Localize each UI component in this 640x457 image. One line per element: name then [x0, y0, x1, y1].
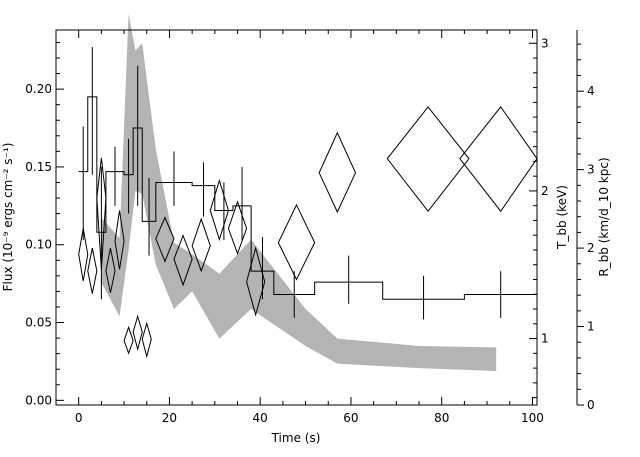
radius-diamond-14: [277, 203, 316, 281]
x-axis-label: Time (s): [271, 431, 321, 445]
radius-diamond-10: [191, 217, 211, 273]
radius-diamond-16: [386, 106, 470, 213]
y-left-tick-label-1: 0.05: [25, 316, 52, 330]
x-tick-label-1: 20: [162, 411, 177, 425]
y-radius-tick-label-0: 0: [587, 398, 595, 412]
radius-diamond-8: [155, 216, 175, 263]
y-radius-tick-label-2: 2: [587, 241, 595, 255]
radius-diamond-2: [96, 157, 107, 270]
y-temp-tick-label-2: 3: [541, 36, 549, 50]
x-tick-label-4: 80: [434, 411, 449, 425]
y-radius-tick-label-3: 3: [587, 163, 595, 177]
temperature-band: [101, 13, 497, 372]
radius-diamond-13: [246, 246, 266, 317]
x-tick-label-2: 40: [253, 411, 268, 425]
flux-histogram-layer: [78, 47, 537, 320]
radius-diamond-layer: [78, 106, 538, 359]
temperature-band-layer: [101, 13, 497, 372]
y-temp-tick-label-0: 1: [541, 332, 549, 346]
y-left-tick-label-0: 0.00: [25, 393, 52, 407]
y-left-tick-label-3: 0.15: [25, 160, 52, 174]
y-axis-label-right-outer: R_bb (km/d_10 kpc): [597, 157, 611, 276]
plot-frame: [55, 29, 538, 406]
flux-histogram-line: [78, 96, 537, 300]
x-tick-label-3: 60: [343, 411, 358, 425]
y-left-tick-label-4: 0.20: [25, 82, 52, 96]
x-tick-label-0: 0: [75, 411, 83, 425]
radius-diamond-5: [123, 325, 134, 355]
radius-diamond-1: [87, 247, 98, 294]
axes-layer: 0 20 40 60 80 100 0.00 0.05 0.10 0.15 0.20 1 2 3 0 1 2 3 4: [25, 30, 595, 425]
radius-diamond-9: [173, 234, 193, 287]
radius-diamond-6: [132, 314, 143, 352]
radius-diamond-4: [114, 210, 125, 270]
radius-diamond-11: [209, 178, 229, 242]
radius-diamond-3: [105, 247, 116, 293]
y-radius-tick-label-1: 1: [587, 320, 595, 334]
y-left-tick-label-2: 0.10: [25, 238, 52, 252]
radius-diamond-0: [78, 228, 89, 282]
y-temp-tick-label-1: 2: [541, 184, 549, 198]
radius-diamond-12: [227, 200, 248, 256]
radius-diamond-17: [459, 106, 538, 213]
x-tick-label-5: 100: [521, 411, 544, 425]
radius-diamond-7: [141, 321, 152, 359]
radius-diamond-15: [318, 131, 357, 214]
y-axis-label-right-inner: T_bb (keV): [555, 185, 569, 250]
y-axis-label-left: Flux (10⁻⁹ ergs cm⁻² s⁻¹): [1, 143, 15, 292]
y-radius-tick-label-4: 4: [587, 84, 595, 98]
